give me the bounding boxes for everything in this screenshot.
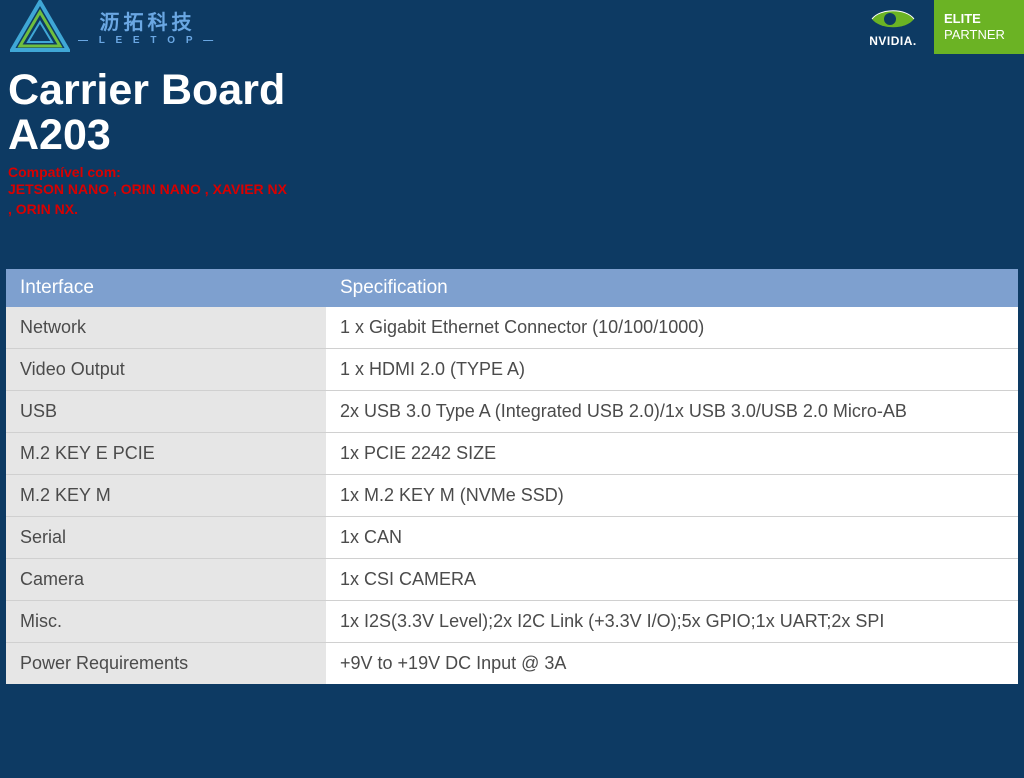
leetop-logo-en: — L E E T O P — [78,35,217,46]
table-cell-specification: 1x CAN [326,517,1018,559]
table-cell-interface: Power Requirements [6,643,326,685]
table-cell-interface: M.2 KEY E PCIE [6,433,326,475]
page-title: Carrier Board A203 [8,68,1016,158]
table-cell-specification: 1x PCIE 2242 SIZE [326,433,1018,475]
table-cell-interface: Video Output [6,349,326,391]
table-row: Video Output1 x HDMI 2.0 (TYPE A) [6,349,1018,391]
nvidia-partner-badge: NVIDIA. ELITE PARTNER [852,0,1024,54]
leetop-logo: 沥拓科技 — L E E T O P — [10,0,217,52]
table-row: M.2 KEY M1x M.2 KEY M (NVMe SSD) [6,475,1018,517]
table-cell-interface: Network [6,307,326,349]
table-cell-specification: 2x USB 3.0 Type A (Integrated USB 2.0)/1… [326,391,1018,433]
spec-table: Interface Specification Network1 x Gigab… [6,269,1018,684]
table-row: USB2x USB 3.0 Type A (Integrated USB 2.0… [6,391,1018,433]
header-bar: 沥拓科技 — L E E T O P — NVIDIA. ELITE PARTN… [0,0,1024,58]
table-row: Serial1x CAN [6,517,1018,559]
compat-list: JETSON NANO , ORIN NANO , XAVIER NX , OR… [8,180,288,219]
table-header-specification: Specification [326,269,1018,307]
table-header-interface: Interface [6,269,326,307]
table-cell-interface: USB [6,391,326,433]
table-cell-interface: Serial [6,517,326,559]
table-cell-specification: 1x CSI CAMERA [326,559,1018,601]
table-cell-interface: Camera [6,559,326,601]
title-line1: Carrier Board [8,66,285,114]
compat-label: Compatível com: [8,164,1016,180]
elite-line1: ELITE [944,11,1024,27]
table-row: M.2 KEY E PCIE1x PCIE 2242 SIZE [6,433,1018,475]
table-row: Misc.1x I2S(3.3V Level);2x I2C Link (+3.… [6,601,1018,643]
elite-line2: PARTNER [944,27,1024,43]
title-line2: A203 [8,111,111,159]
table-cell-specification: 1x I2S(3.3V Level);2x I2C Link (+3.3V I/… [326,601,1018,643]
spec-table-wrap: Interface Specification Network1 x Gigab… [0,269,1024,684]
table-cell-specification: 1 x Gigabit Ethernet Connector (10/100/1… [326,307,1018,349]
table-cell-specification: +9V to +19V DC Input @ 3A [326,643,1018,685]
leetop-logo-cn: 沥拓科技 [100,6,196,35]
table-cell-specification: 1x M.2 KEY M (NVMe SSD) [326,475,1018,517]
table-row: Camera1x CSI CAMERA [6,559,1018,601]
table-row: Network1 x Gigabit Ethernet Connector (1… [6,307,1018,349]
title-block: Carrier Board A203 Compatível com: JETSO… [0,58,1024,219]
table-cell-specification: 1 x HDMI 2.0 (TYPE A) [326,349,1018,391]
table-header-row: Interface Specification [6,269,1018,307]
nvidia-label: NVIDIA. [869,34,917,48]
table-row: Power Requirements+9V to +19V DC Input @… [6,643,1018,685]
elite-partner-label: ELITE PARTNER [934,0,1024,54]
leetop-triangle-icon [10,0,70,52]
table-cell-interface: Misc. [6,601,326,643]
table-cell-interface: M.2 KEY M [6,475,326,517]
nvidia-eye-icon [870,6,916,32]
